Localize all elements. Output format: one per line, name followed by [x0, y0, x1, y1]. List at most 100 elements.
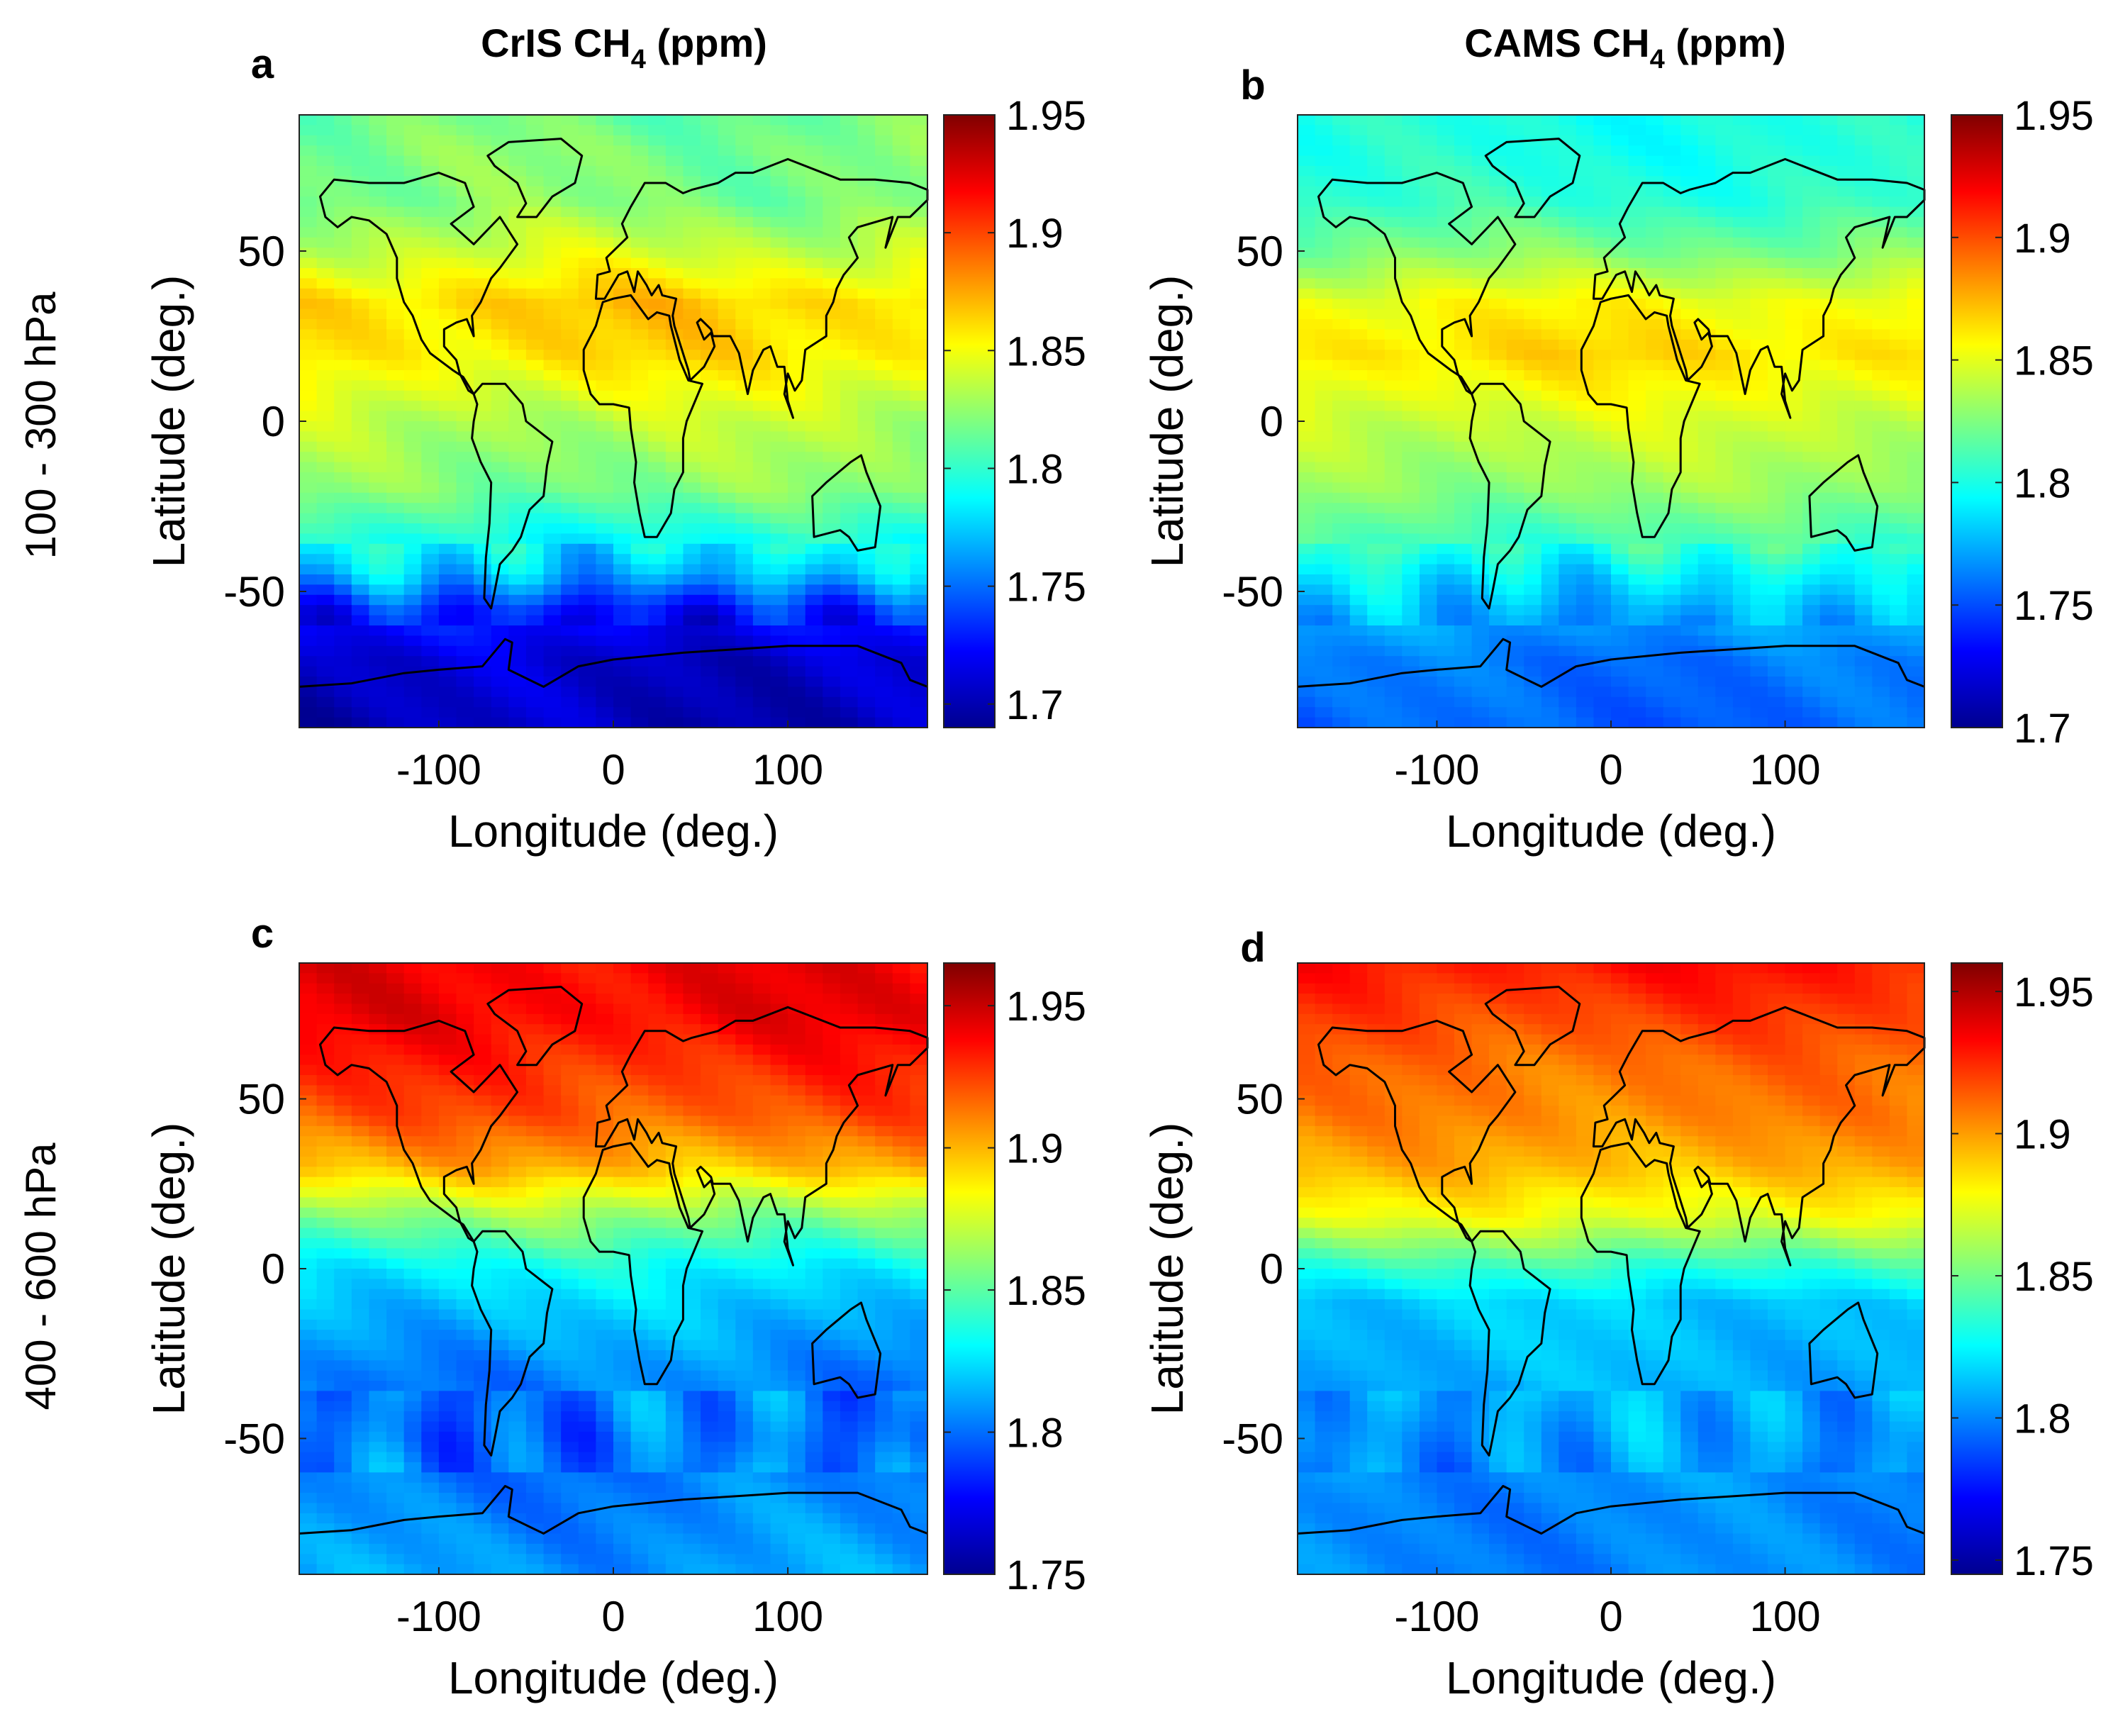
heatmap-cell	[823, 605, 841, 616]
heatmap-cell	[1489, 645, 1507, 657]
heatmap-cell	[474, 503, 492, 514]
heatmap-cell	[474, 390, 492, 401]
heatmap-cell	[1628, 319, 1646, 330]
heatmap-cell	[1732, 227, 1751, 238]
heatmap-cell	[334, 615, 352, 626]
heatmap-cell	[840, 1106, 859, 1117]
heatmap-cell	[1593, 615, 1612, 626]
heatmap-cell	[596, 1064, 614, 1076]
heatmap-cell	[1419, 523, 1438, 534]
heatmap-cell	[823, 145, 841, 157]
heatmap-cell	[735, 186, 754, 197]
heatmap-cell	[1315, 360, 1333, 371]
heatmap-cell	[613, 472, 632, 483]
heatmap-cell	[543, 360, 562, 371]
heatmap-cell	[1646, 513, 1664, 524]
heatmap-cell	[1732, 696, 1751, 708]
heatmap-cell	[701, 543, 719, 555]
heatmap-cell	[1663, 421, 1681, 432]
heatmap-cell	[1889, 472, 1908, 483]
heatmap-cell	[1349, 166, 1368, 177]
heatmap-cell	[369, 115, 387, 126]
heatmap-cell	[508, 605, 527, 616]
heatmap-cell	[1889, 308, 1908, 320]
heatmap-cell	[840, 696, 859, 708]
heatmap-cell	[525, 635, 545, 647]
heatmap-cell	[1837, 115, 1856, 126]
heatmap-cell	[875, 1064, 893, 1076]
heatmap-cell	[648, 431, 667, 443]
heatmap-cell	[1872, 554, 1890, 565]
heatmap-cell	[1697, 308, 1716, 320]
heatmap-cell	[403, 268, 422, 279]
heatmap-cell	[438, 145, 457, 157]
heatmap-cell	[823, 666, 841, 677]
heatmap-cell	[735, 1024, 754, 1035]
heatmap-cell	[386, 401, 405, 412]
heatmap-cell	[1854, 166, 1873, 177]
heatmap-cell	[386, 1034, 405, 1045]
heatmap-cell	[1559, 206, 1577, 218]
heatmap-cell	[438, 257, 457, 269]
heatmap-cell	[561, 615, 579, 626]
heatmap-cell	[1315, 472, 1333, 483]
heatmap-cell	[1437, 594, 1455, 606]
heatmap-cell	[386, 206, 405, 218]
heatmap-cell	[1593, 513, 1612, 524]
heatmap-cell	[543, 574, 562, 585]
heatmap-cell	[648, 441, 667, 452]
heatmap-cell	[1489, 554, 1507, 565]
heatmap-cell	[369, 401, 387, 412]
heatmap-cell	[421, 523, 440, 534]
heatmap-cell	[1541, 554, 1559, 565]
heatmap-cell	[1576, 135, 1595, 146]
heatmap-cell	[1541, 666, 1559, 677]
heatmap-cell	[578, 666, 596, 677]
heatmap-cell	[1559, 441, 1577, 452]
heatmap-cell	[351, 380, 370, 391]
heatmap-cell	[1419, 625, 1438, 636]
heatmap-cell	[334, 268, 352, 279]
heatmap-cell	[1628, 482, 1646, 494]
heatmap-cell	[1349, 605, 1368, 616]
heatmap-cell	[1837, 288, 1856, 299]
heatmap-cell	[438, 983, 457, 994]
heatmap-cell	[1454, 350, 1473, 361]
heatmap-cell	[578, 401, 596, 412]
heatmap-cell	[1593, 523, 1612, 534]
heatmap-cell	[1750, 615, 1768, 626]
heatmap-cell	[1367, 452, 1386, 463]
heatmap-cell	[857, 513, 876, 524]
heatmap-cell	[1611, 247, 1629, 259]
heatmap-cell	[770, 431, 788, 443]
heatmap-cell	[1819, 707, 1838, 718]
heatmap-cell	[910, 360, 928, 371]
heatmap-cell	[683, 1044, 701, 1055]
heatmap-cell	[474, 288, 492, 299]
heatmap-cell	[823, 125, 841, 136]
heatmap-cell	[910, 1106, 928, 1117]
heatmap-cell	[857, 125, 876, 136]
heatmap-cell	[701, 1106, 719, 1117]
heatmap-cell	[910, 963, 928, 974]
heatmap-cell	[1576, 625, 1595, 636]
heatmap-cell	[892, 319, 910, 330]
heatmap-cell	[648, 983, 667, 994]
heatmap-cell	[474, 206, 492, 218]
heatmap-cell	[1298, 707, 1316, 718]
heatmap-cell	[456, 166, 474, 177]
heatmap-cell	[648, 135, 667, 146]
heatmap-cell	[788, 686, 806, 698]
heatmap-cell	[840, 513, 859, 524]
heatmap-cell	[648, 656, 667, 667]
heatmap-cell	[1750, 574, 1768, 585]
heatmap-cell	[665, 411, 684, 422]
heatmap-cell	[752, 462, 771, 473]
heatmap-cell	[1332, 268, 1351, 279]
heatmap-cell	[1576, 605, 1595, 616]
heatmap-cell	[1437, 584, 1455, 596]
heatmap-cell	[770, 329, 788, 340]
heatmap-cell	[752, 686, 771, 698]
coastline-eurasia	[1592, 157, 1926, 419]
heatmap-cell	[1593, 472, 1612, 483]
